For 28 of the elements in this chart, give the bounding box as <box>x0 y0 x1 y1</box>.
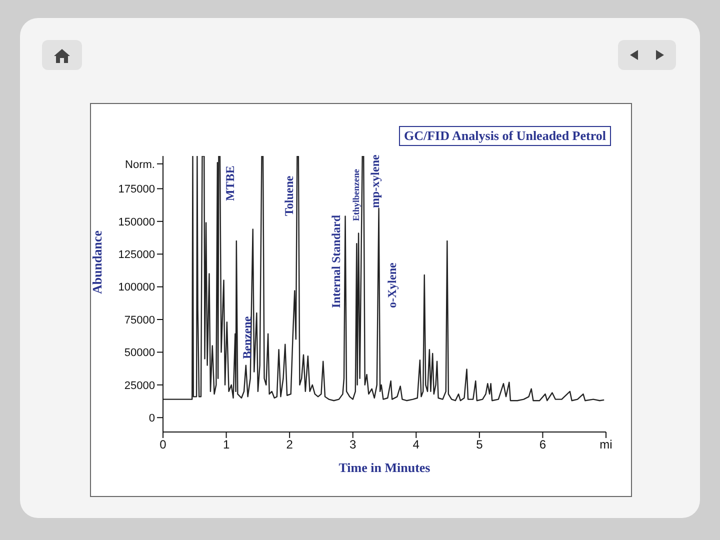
y-axis-title: Abundance <box>90 230 105 294</box>
x-tick-label: 5 <box>476 438 484 452</box>
annotation: mp-xylene <box>368 154 382 208</box>
annotation: MTBE <box>222 166 237 201</box>
x-tick-label: 1 <box>222 438 230 452</box>
chart-title: GC/FID Analysis of Unleaded Petrol <box>399 126 611 146</box>
x-axis-title: Time in Minutes <box>338 460 430 475</box>
annotation: o-Xylene <box>384 262 399 308</box>
y-tick-label: 50000 <box>124 347 155 360</box>
y-tick-label: 175000 <box>118 184 155 196</box>
x-tick-label: 2 <box>286 438 294 452</box>
y-tick-label: 25000 <box>124 380 155 392</box>
y-tick-label: 125000 <box>118 249 155 262</box>
x-tick-label: 4 <box>412 438 420 452</box>
x-tick-label: 3 <box>350 438 357 452</box>
y-tick-label: Norm. <box>125 158 155 171</box>
line-series <box>163 156 605 402</box>
annotation: Toluene <box>282 175 296 216</box>
y-tick-label: 100000 <box>118 282 155 294</box>
y-tick-label: 150000 <box>118 216 155 228</box>
x-tick-label: 6 <box>539 438 546 452</box>
y-tick-label: 75000 <box>124 314 155 326</box>
x-tick-label: mi <box>600 438 612 452</box>
annotation: Benzene <box>240 316 254 359</box>
annotation: Internal Standard <box>328 214 343 308</box>
x-tick-label: 0 <box>160 438 167 452</box>
annotation: Ethylbenzene <box>351 168 362 221</box>
y-tick-label: 0 <box>148 412 155 425</box>
